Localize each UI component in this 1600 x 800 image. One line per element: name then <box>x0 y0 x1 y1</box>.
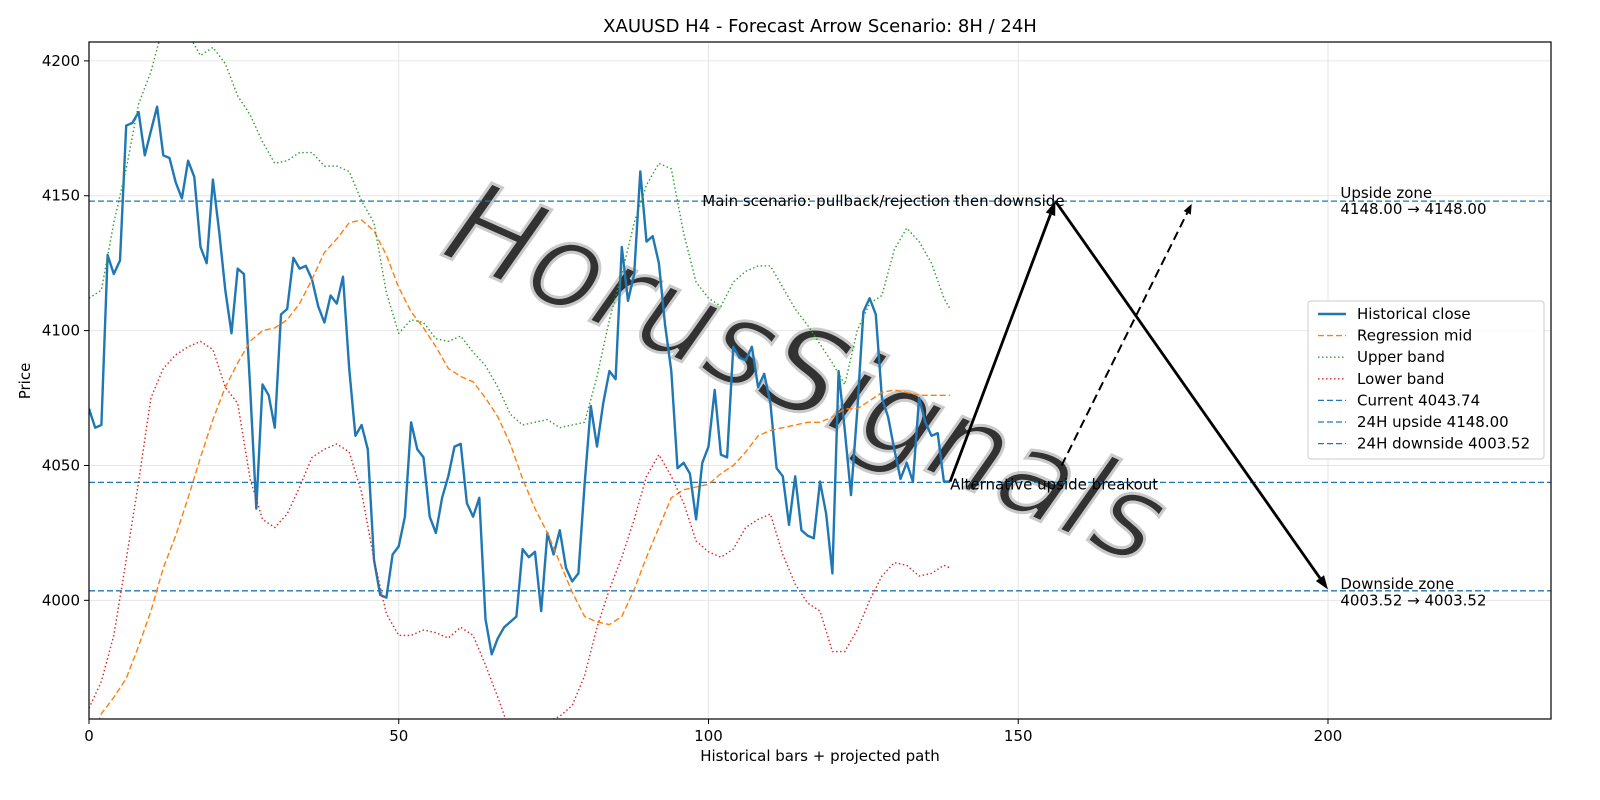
series-line <box>89 42 951 429</box>
x-tick-label: 0 <box>84 727 94 745</box>
annotation-text: Downside zone <box>1340 575 1454 593</box>
x-tick-label: 50 <box>389 727 408 745</box>
grid <box>88 42 1551 719</box>
series-lines <box>89 42 951 719</box>
y-tick-label: 4200 <box>42 52 80 70</box>
y-tick-label: 4000 <box>42 591 80 609</box>
arrow-shaft <box>1054 200 1322 579</box>
annotation-text: Upside zone <box>1340 184 1432 202</box>
x-tick-label: 200 <box>1314 727 1343 745</box>
annotation-text: 4003.52 → 4003.52 <box>1340 591 1486 609</box>
arrow-shaft <box>948 213 1052 483</box>
x-axis-label: Historical bars + projected path <box>700 747 940 765</box>
arrow-head <box>1045 201 1056 216</box>
y-axis-label: Price <box>16 363 34 400</box>
legend: Historical close Regression mid Upper band… <box>1307 300 1545 460</box>
series-line <box>89 105 951 656</box>
x-tick-label: 150 <box>1004 727 1033 745</box>
legend-label: 24H upside 4148.00 <box>1357 413 1509 431</box>
legend-box <box>1307 300 1545 460</box>
chart-title: XAUUSD H4 - Forecast Arrow Scenario: 8H … <box>603 16 1037 37</box>
series-line <box>98 219 951 719</box>
legend-label: Upper band <box>1357 348 1445 366</box>
arrow-head <box>1183 203 1192 215</box>
plot-frame <box>88 41 1552 720</box>
annotation-text: Main scenario: pullback/rejection then d… <box>702 192 1064 210</box>
y-tick-label: 4150 <box>42 187 80 205</box>
forecast-arrows <box>948 200 1328 590</box>
legend-label: 24H downside 4003.52 <box>1357 435 1530 453</box>
legend-label: Historical close <box>1357 305 1471 323</box>
y-tick-label: 4050 <box>42 456 80 474</box>
annotations: Main scenario: pullback/rejection then d… <box>702 184 1486 609</box>
arrow-shaft <box>1060 212 1189 466</box>
y-tick-label: 4100 <box>42 322 80 340</box>
x-tick-label: 100 <box>694 727 723 745</box>
axis-ticks: 0 50 100 150 200 4000 4050 4100 4150 4200 <box>42 52 1342 745</box>
legend-label: Current 4043.74 <box>1357 391 1480 409</box>
annotation-text: 4148.00 → 4148.00 <box>1340 200 1486 218</box>
arrow-head <box>1315 575 1328 590</box>
annotation-text: Alternative upside breakout <box>950 475 1158 493</box>
legend-label: Regression mid <box>1357 327 1472 345</box>
legend-label: Lower band <box>1357 370 1444 388</box>
series-line <box>89 340 951 719</box>
